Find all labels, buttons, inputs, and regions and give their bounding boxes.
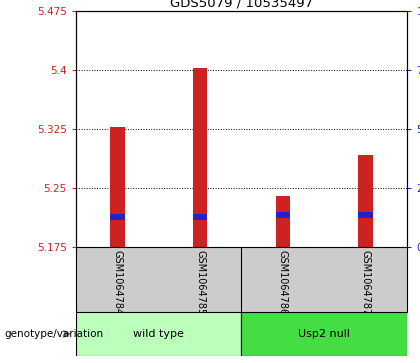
Bar — [110, 214, 125, 220]
Text: GSM1064784: GSM1064784 — [112, 250, 122, 315]
Bar — [276, 212, 291, 218]
Text: wild type: wild type — [133, 329, 184, 339]
Bar — [192, 214, 207, 220]
Text: genotype/variation: genotype/variation — [4, 329, 103, 339]
Text: GSM1064787: GSM1064787 — [361, 250, 371, 315]
Bar — [241, 312, 407, 356]
Text: Usp2 null: Usp2 null — [299, 329, 350, 339]
Title: GDS5079 / 10535497: GDS5079 / 10535497 — [170, 0, 313, 10]
Bar — [276, 196, 291, 247]
Bar — [192, 68, 207, 247]
Bar — [76, 312, 241, 356]
Bar — [110, 127, 125, 247]
Bar — [358, 212, 373, 218]
Bar — [358, 155, 373, 247]
Text: GSM1064785: GSM1064785 — [195, 250, 205, 315]
Text: GSM1064786: GSM1064786 — [278, 250, 288, 315]
